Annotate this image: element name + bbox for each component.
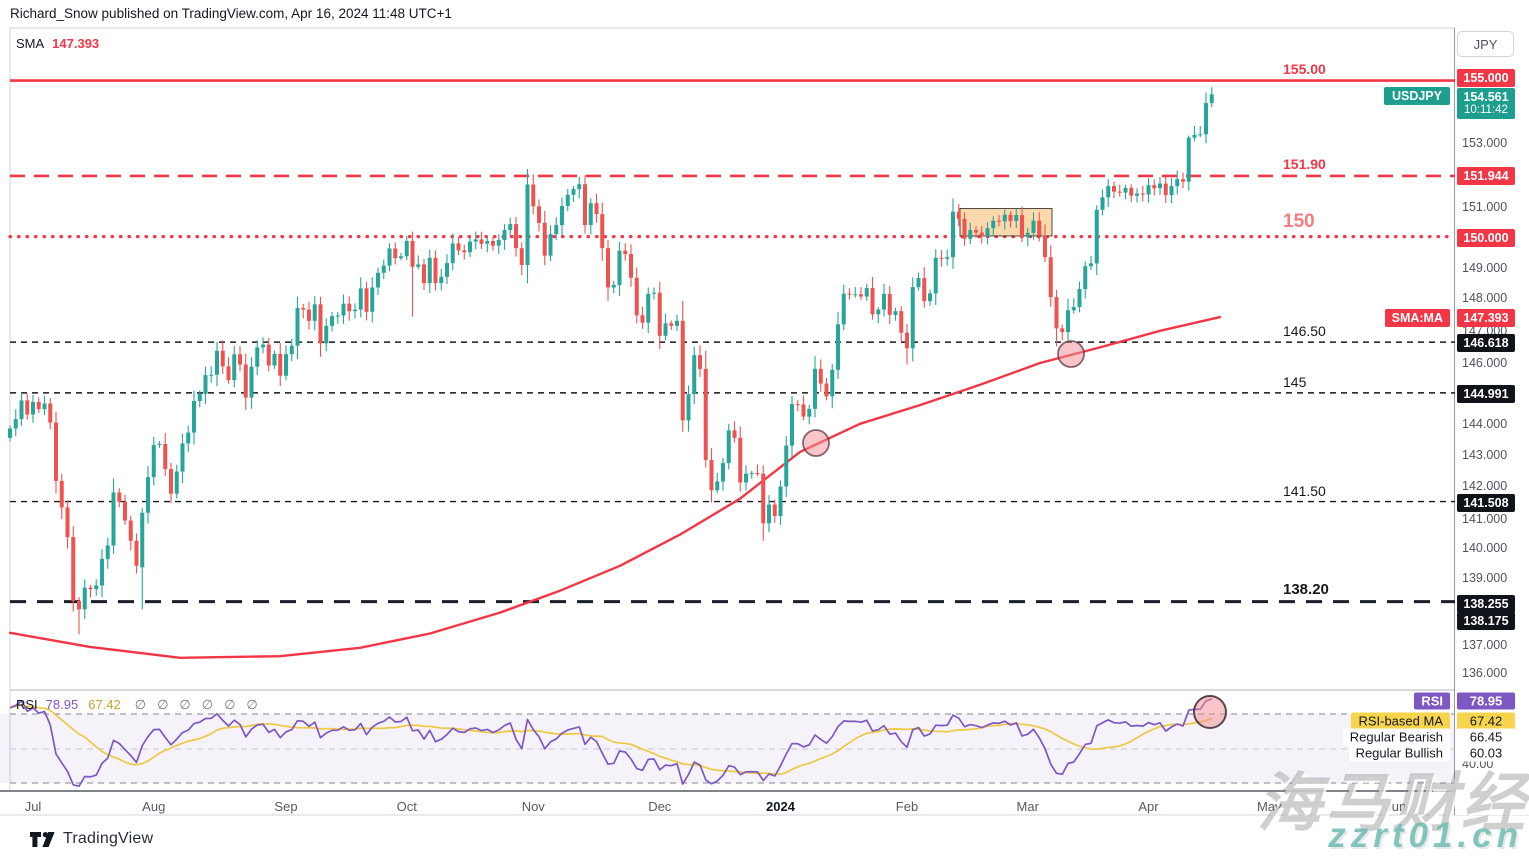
- price-tick: 151.000: [1462, 200, 1508, 214]
- price-tick: 153.000: [1462, 136, 1508, 150]
- price-tick: 137.000: [1462, 638, 1508, 652]
- tradingview-logo-icon: [30, 831, 55, 847]
- watermark-url: zzrt01.cn: [1328, 816, 1523, 855]
- rsi-hidden-params: ∅ ∅ ∅ ∅ ∅ ∅: [135, 697, 269, 712]
- level-label: 155.00: [1283, 60, 1326, 77]
- time-axis-label: Jun: [1385, 799, 1407, 814]
- tradingview-logo-text: TradingView: [63, 830, 154, 847]
- sma-legend-label: SMA: [16, 36, 45, 51]
- rsi-legend: RSI 78.95 67.42 ∅ ∅ ∅ ∅ ∅ ∅: [16, 697, 269, 713]
- rsi-param-empty-icon: ∅: [157, 697, 169, 712]
- level-label: 146.50: [1283, 323, 1326, 340]
- level-label: 138.20: [1283, 580, 1329, 598]
- price-tick: 146.000: [1462, 356, 1508, 370]
- price-tick: 141.000: [1462, 512, 1508, 526]
- time-axis-label: Sep: [274, 799, 298, 814]
- time-axis-label: Apr: [1138, 799, 1159, 814]
- publish-header: Richard_Snow published on TradingView.co…: [10, 6, 452, 21]
- time-axis-label: 2024: [766, 799, 795, 814]
- price-level-badge: 147.393: [1457, 309, 1515, 327]
- last-price-badge: 154.561 10:11:42: [1457, 88, 1515, 119]
- level-label: 145: [1283, 373, 1307, 390]
- currency-unit-button[interactable]: JPY: [1457, 31, 1514, 57]
- price-tick: 140.000: [1462, 541, 1508, 555]
- rsi-row-value: 67.42: [1457, 712, 1515, 730]
- time-axis-label: Aug: [142, 799, 166, 814]
- sma-ma-tag: SMA:MA: [1384, 309, 1450, 327]
- time-axis-label: Oct: [396, 799, 417, 814]
- rsi-legend-value: 78.95: [45, 697, 79, 712]
- level-label: 151.90: [1283, 155, 1326, 172]
- time-axis-label: Nov: [521, 799, 545, 814]
- price-tick: 149.000: [1462, 261, 1508, 275]
- price-level-badge: 146.618: [1457, 334, 1515, 352]
- price-level-badge: 141.508: [1457, 494, 1515, 512]
- rsi-param-empty-icon: ∅: [179, 697, 191, 712]
- rsi-row-value: 78.95: [1457, 692, 1515, 710]
- price-tick: 143.000: [1462, 448, 1508, 462]
- price-level-badge: 138.175: [1457, 612, 1515, 630]
- price-level-badge: 150.000: [1457, 229, 1515, 247]
- time-axis-label: Dec: [648, 799, 672, 814]
- rsi-param-empty-icon: ∅: [134, 697, 147, 712]
- price-level-badge: 144.991: [1457, 385, 1515, 403]
- price-tick: 148.000: [1462, 291, 1508, 305]
- rsi-row-value: 60.03: [1457, 744, 1515, 762]
- watermark-chinese: 海马财经: [1257, 767, 1529, 839]
- rsi-ma-legend-value: 67.42: [88, 697, 121, 712]
- sma-legend-value: 147.393: [52, 36, 100, 51]
- level-label: 141.50: [1283, 482, 1326, 499]
- rsi-row-tag: RSI: [1414, 692, 1450, 710]
- time-axis-label: Jul: [24, 799, 42, 814]
- time-axis-label: May: [1256, 799, 1282, 814]
- price-level-badge: 138.255: [1457, 595, 1515, 613]
- countdown-timer: 10:11:42: [1464, 104, 1508, 116]
- tradingview-logo[interactable]: TradingView: [30, 830, 153, 848]
- time-axis-label: Mar: [1016, 799, 1039, 814]
- price-level-badge: 155.000: [1457, 69, 1515, 87]
- rsi-param-empty-icon: ∅: [224, 697, 236, 712]
- price-axis[interactable]: [1455, 28, 1529, 815]
- sma-legend: SMA 147.393: [16, 36, 99, 51]
- last-price-value: 154.561: [1463, 90, 1509, 104]
- price-level-badge: 151.944: [1457, 167, 1515, 185]
- price-tick: 136.000: [1462, 666, 1508, 680]
- price-tick: 142.000: [1462, 479, 1508, 493]
- rsi-row-value: 66.45: [1457, 728, 1515, 746]
- rsi-param-empty-icon: ∅: [246, 697, 258, 712]
- rsi-row-tag: Regular Bullish: [1348, 744, 1450, 762]
- price-tick: 139.000: [1462, 571, 1508, 585]
- time-axis-label: Feb: [895, 799, 919, 814]
- price-tick: 144.000: [1462, 417, 1508, 431]
- level-label: 150: [1283, 210, 1315, 232]
- rsi-row-tag: RSI-based MA: [1351, 712, 1450, 730]
- rsi-legend-label: RSI: [16, 697, 38, 712]
- rsi-param-empty-icon: ∅: [201, 697, 214, 712]
- rsi-row-tag: Regular Bearish: [1342, 728, 1450, 746]
- symbol-badge-label: USDJPY: [1383, 87, 1450, 105]
